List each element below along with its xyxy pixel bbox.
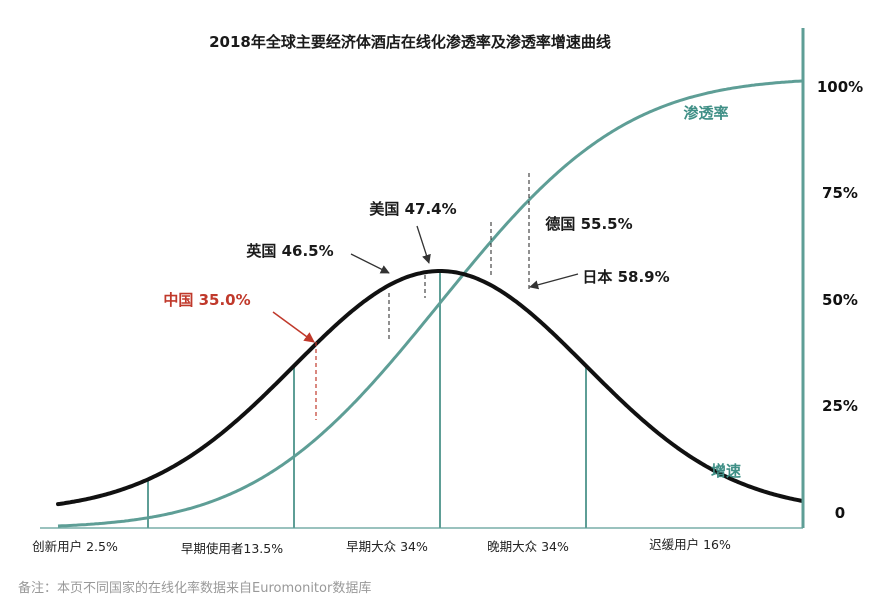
- x-tick-label: 创新用户 2.5%: [32, 539, 118, 554]
- callout-arrow-uk: [350, 253, 390, 274]
- growth-curve: [56, 269, 804, 507]
- penetration-curve-group: [57, 79, 803, 528]
- callout-arrow-japan: [529, 273, 579, 290]
- callout-arrow-china: [272, 311, 315, 343]
- series-label-penetration: 渗透率: [683, 104, 728, 122]
- penetration-curve: [57, 79, 803, 528]
- y-tick-label: 25%: [822, 397, 858, 415]
- country-annotations: 中国 35.0% 英国 46.5% 美国 47.4% 德国 55.5% 日本 5…: [163, 173, 670, 420]
- series-label-growth: 增速: [711, 462, 741, 480]
- annotation-japan: 日本 58.9%: [582, 268, 669, 286]
- growth-curve-group: [56, 269, 804, 507]
- x-tick-label: 早期大众 34%: [346, 539, 428, 554]
- footnote: 备注：本页不同国家的在线化率数据来自Euromonitor数据库: [18, 580, 371, 596]
- y-tick-label: 0: [835, 504, 845, 522]
- annotation-uk: 英国 46.5%: [246, 242, 333, 260]
- annotation-china: 中国 35.0%: [163, 291, 250, 309]
- callout-arrow-us: [416, 225, 431, 264]
- y-tick-label: 75%: [822, 184, 858, 202]
- x-tick-label: 晚期大众 34%: [487, 539, 569, 554]
- y-tick-label: 50%: [822, 291, 858, 309]
- x-axis-labels: 创新用户 2.5% 早期使用者13.5% 早期大众 34% 晚期大众 34% 迟…: [32, 537, 731, 556]
- x-tick-label: 早期使用者13.5%: [181, 541, 283, 556]
- chart-title: 2018年全球主要经济体酒店在线化渗透率及渗透率增速曲线: [209, 33, 611, 51]
- annotation-germany: 德国 55.5%: [545, 215, 632, 233]
- annotation-us: 美国 47.4%: [369, 200, 456, 218]
- segment-dividers: [147, 271, 587, 528]
- x-tick-label: 迟缓用户 16%: [649, 537, 731, 552]
- y-tick-label: 100%: [817, 78, 863, 96]
- y-axis-ticks: 0 25% 50% 75% 100%: [817, 78, 863, 522]
